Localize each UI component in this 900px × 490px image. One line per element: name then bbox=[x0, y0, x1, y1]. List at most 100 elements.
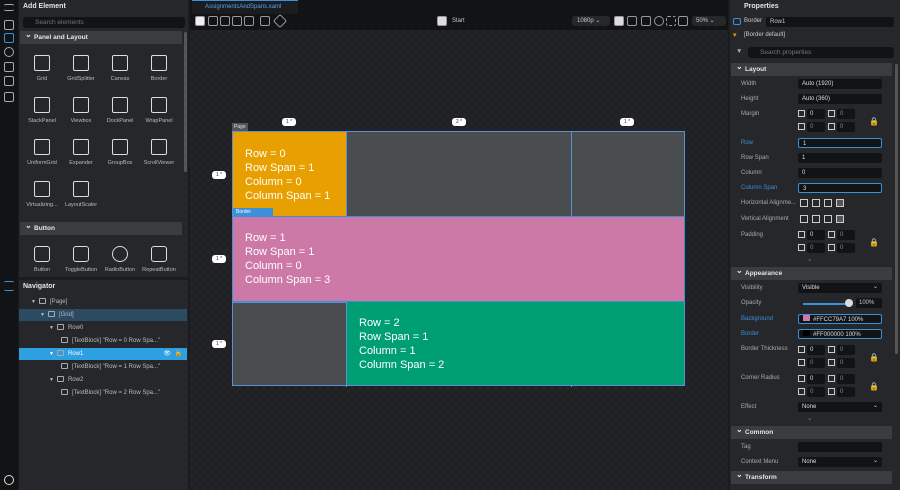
tab-assignments-and-spans[interactable]: AssignmentsAndSpans.xaml bbox=[192, 0, 298, 14]
corner-radius-input[interactable]: 0 bbox=[807, 387, 825, 397]
expand-arrow-icon[interactable]: ▼ bbox=[49, 377, 54, 383]
visibility-icon[interactable]: 👁 bbox=[163, 351, 171, 357]
resources-icon[interactable] bbox=[4, 76, 14, 86]
corner-radius-input[interactable]: 0 bbox=[837, 374, 855, 384]
section-appearance[interactable]: Appearance bbox=[731, 264, 892, 280]
element-canvas[interactable]: Canvas bbox=[100, 55, 140, 82]
element-name-input[interactable]: Row1 bbox=[766, 17, 894, 27]
align-right-icon[interactable] bbox=[824, 199, 832, 207]
media-icon[interactable] bbox=[4, 62, 14, 72]
resolution-select[interactable]: 1080p ⌄ bbox=[572, 16, 610, 26]
corner-radius-input[interactable]: 0 bbox=[837, 387, 855, 397]
move-icon[interactable] bbox=[232, 16, 242, 26]
element-button[interactable]: Button bbox=[22, 246, 62, 273]
element-virtualizing[interactable]: Virtualizing... bbox=[22, 181, 62, 208]
padding-input[interactable]: 0 bbox=[807, 243, 825, 253]
style-name[interactable]: [Border default] bbox=[744, 32, 786, 38]
navigator-icon[interactable] bbox=[4, 281, 14, 291]
corner-radius-input[interactable]: 0 bbox=[807, 374, 825, 384]
border-thickness-input[interactable]: 0 bbox=[837, 345, 855, 355]
navigator-item[interactable]: [TextBlock] "Row = 1 Row Spa..." bbox=[19, 361, 187, 373]
element-repeatbutton[interactable]: RepeatButton bbox=[139, 246, 179, 273]
expand-arrow-icon[interactable]: ▼ bbox=[40, 312, 45, 318]
element-grid[interactable]: Grid bbox=[22, 55, 62, 82]
row-marker[interactable]: 1 * bbox=[212, 171, 227, 179]
navigator-item[interactable]: [TextBlock] "Row = 2 Row Spa..." bbox=[19, 387, 187, 399]
border-thickness-input[interactable]: 0 bbox=[807, 345, 825, 355]
direct-select-icon[interactable] bbox=[208, 16, 218, 26]
element-uniformgrid[interactable]: UniformGrid bbox=[22, 139, 62, 166]
section-layout[interactable]: Layout bbox=[731, 60, 892, 76]
expand-arrow-icon[interactable]: ▼ bbox=[49, 325, 54, 331]
opacity-slider-handle[interactable] bbox=[845, 299, 853, 307]
settings-icon[interactable] bbox=[4, 92, 14, 102]
lock-icon[interactable]: 🔒 bbox=[869, 353, 879, 362]
zoom-select[interactable]: 50% ⌄ bbox=[692, 16, 726, 26]
align-vstretch-icon[interactable] bbox=[836, 215, 844, 223]
lock-icon[interactable]: 🔓 bbox=[174, 351, 182, 357]
rotate-icon[interactable] bbox=[220, 16, 230, 26]
color-swatch[interactable] bbox=[803, 315, 810, 321]
visibility-select[interactable]: Visible ⌄ bbox=[798, 283, 882, 293]
margin-input[interactable]: 0 bbox=[807, 109, 825, 119]
element-border[interactable]: Border bbox=[139, 55, 179, 82]
filter-icon[interactable]: ▼ bbox=[736, 48, 743, 55]
border-thickness-input[interactable]: 0 bbox=[837, 358, 855, 368]
column-span-input[interactable]: 3 bbox=[798, 183, 882, 193]
element-gridsplitter[interactable]: GridSplitter bbox=[61, 55, 101, 82]
border-tool-icon[interactable] bbox=[260, 16, 270, 26]
start-button[interactable]: Start bbox=[452, 18, 465, 24]
section-common[interactable]: Common bbox=[731, 423, 892, 439]
resize-icon[interactable] bbox=[244, 16, 254, 26]
tag-input[interactable] bbox=[798, 442, 882, 452]
element-expander[interactable]: Expander bbox=[61, 139, 101, 166]
select-tool-icon[interactable] bbox=[195, 16, 205, 26]
section-button[interactable]: Button bbox=[20, 219, 182, 235]
row2-border[interactable]: Row = 2 Row Span = 1 Column = 1 Column Span… bbox=[347, 302, 684, 385]
palette-icon[interactable] bbox=[4, 47, 14, 57]
scrollbar[interactable] bbox=[895, 64, 898, 354]
navigator-item[interactable]: ▼ Row1 👁 🔓 bbox=[19, 348, 187, 360]
element-togglebutton[interactable]: ToggleButton bbox=[61, 246, 101, 273]
landscape-icon[interactable] bbox=[614, 16, 624, 26]
row-divider[interactable] bbox=[233, 302, 347, 303]
element-groupbox[interactable]: GroupBox bbox=[100, 139, 140, 166]
lock-icon[interactable]: 🔒 bbox=[869, 238, 879, 247]
add-element-icon[interactable] bbox=[4, 33, 14, 43]
height-input[interactable]: Auto (360) bbox=[798, 94, 882, 104]
align-left-icon[interactable] bbox=[800, 199, 808, 207]
border-thickness-input[interactable]: 0 bbox=[807, 358, 825, 368]
row1-border[interactable]: Row = 1 Row Span = 1 Column = 0 Column Span… bbox=[232, 216, 685, 302]
element-layoutscaler[interactable]: LayoutScaler bbox=[61, 181, 101, 208]
column-marker[interactable]: 1 * bbox=[282, 118, 297, 126]
width-input[interactable]: Auto (1920) bbox=[798, 79, 882, 89]
navigator-item[interactable]: ▼ Row2 bbox=[19, 374, 187, 386]
navigator-item[interactable]: ▼ [Page] bbox=[19, 296, 187, 308]
section-panel-and-layout[interactable]: Panel and Layout bbox=[20, 28, 182, 44]
expand-more-icon[interactable]: ⌄ bbox=[807, 256, 813, 263]
column-marker[interactable]: 1 * bbox=[620, 118, 635, 126]
padding-input[interactable]: 0 bbox=[837, 230, 855, 240]
color-swatch[interactable] bbox=[803, 330, 810, 336]
element-stackpanel[interactable]: StackPanel bbox=[22, 97, 62, 124]
lock-icon[interactable]: 🔒 bbox=[869, 117, 879, 126]
background-input[interactable]: #FFCC79A7 100% bbox=[798, 314, 882, 324]
row-span-input[interactable]: 1 bbox=[798, 153, 882, 163]
menu-icon[interactable] bbox=[4, 4, 14, 11]
context-menu-select[interactable]: None ⌄ bbox=[798, 457, 882, 467]
padding-input[interactable]: 0 bbox=[837, 243, 855, 253]
assets-icon[interactable] bbox=[4, 20, 14, 30]
border-brush-input[interactable]: #FF000000 100% bbox=[798, 329, 882, 339]
margin-input[interactable]: 0 bbox=[807, 122, 825, 132]
margin-input[interactable]: 0 bbox=[837, 109, 855, 119]
row-marker[interactable]: 1 * bbox=[212, 340, 227, 348]
hand-icon[interactable] bbox=[641, 16, 651, 26]
search-properties-input[interactable]: Search properties bbox=[748, 47, 894, 58]
fit-screen-icon[interactable] bbox=[678, 16, 688, 26]
element-wrappanel[interactable]: WrapPanel bbox=[139, 97, 179, 124]
element-viewbox[interactable]: Viewbox bbox=[61, 97, 101, 124]
row-input[interactable]: 1 bbox=[798, 138, 882, 148]
padding-input[interactable]: 0 bbox=[807, 230, 825, 240]
row0-border[interactable]: Row = 0 Row Span = 1 Column = 0 Column Span… bbox=[233, 132, 346, 216]
navigator-item[interactable]: ▼ Row0 bbox=[19, 322, 187, 334]
